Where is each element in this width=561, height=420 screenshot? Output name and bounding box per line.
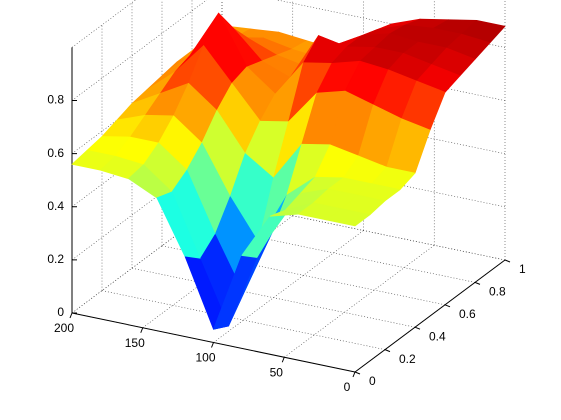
y-tick-label: 0.2 <box>399 352 416 366</box>
grid-line <box>101 290 386 350</box>
y-tick-label: 0.8 <box>489 285 506 299</box>
z-tick-label: 0 <box>57 305 64 319</box>
y-tick <box>384 349 391 353</box>
x-tick <box>281 357 285 363</box>
x-tick-label: 50 <box>270 365 284 379</box>
y-tick-label: 0.6 <box>459 307 476 321</box>
y-tick <box>444 304 451 308</box>
x-tick-label: 150 <box>125 336 145 350</box>
x-tick <box>140 327 144 333</box>
x-tick-label: 100 <box>195 351 215 365</box>
z-tick-label: 0.6 <box>47 146 64 160</box>
grid-line <box>284 245 435 358</box>
y-tick-label: 0.4 <box>429 329 446 343</box>
y-tick-label: 0 <box>369 374 376 388</box>
x-tick <box>69 312 73 319</box>
z-tick-label: 0.4 <box>47 199 64 213</box>
y-tick <box>354 371 361 375</box>
x-tick <box>211 342 214 348</box>
x-tick <box>352 371 356 378</box>
y-tick <box>414 326 421 330</box>
x-tick-label: 0 <box>344 380 351 394</box>
z-tick-label: 0.8 <box>47 93 64 107</box>
x-tick-label: 200 <box>54 321 74 335</box>
surface-patch <box>326 208 371 227</box>
grid-line <box>213 230 364 343</box>
z-tick-label: 0.2 <box>47 252 64 266</box>
y-tick <box>474 281 481 285</box>
y-tick <box>504 259 511 263</box>
y-axis <box>354 259 506 373</box>
grid-line <box>131 267 416 328</box>
y-tick-label: 1 <box>519 262 526 276</box>
grid-line <box>71 0 208 101</box>
